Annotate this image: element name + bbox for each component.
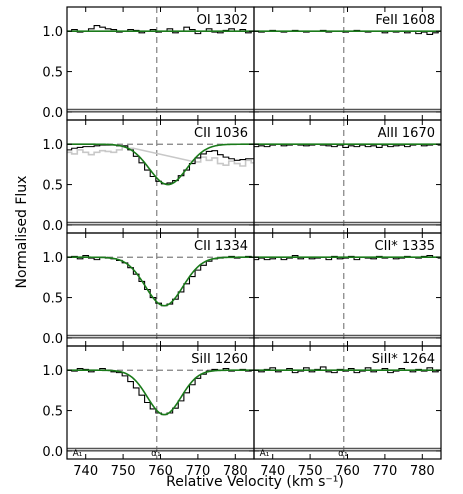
x-tick-label: 760 bbox=[335, 464, 360, 479]
panel-feii-1608: FeII 1608 bbox=[253, 6, 442, 121]
y-tick-label: 0.0 bbox=[42, 445, 63, 460]
ion-label: CII 1334 bbox=[194, 239, 248, 254]
ion-label: FeII 1608 bbox=[375, 13, 435, 28]
plot-area bbox=[67, 120, 254, 233]
plot-area bbox=[67, 233, 254, 346]
x-tick-label: 750 bbox=[111, 464, 136, 479]
y-tick-label: 0.5 bbox=[42, 405, 63, 420]
y-tick-label: 1.0 bbox=[42, 25, 63, 40]
panel-cii-1036: 0.0 0.5 1.0 CII 1036 bbox=[42, 119, 255, 234]
y-tick-label: 0.0 bbox=[42, 106, 63, 121]
x-tick-label: 770 bbox=[372, 464, 397, 479]
flux-spectrum bbox=[67, 368, 254, 416]
x-tick-label: 740 bbox=[260, 464, 285, 479]
panel-oi-1302: 0.0 0.5 1.0 OI 1302 bbox=[42, 6, 255, 121]
component-marker: A₁ bbox=[260, 449, 270, 459]
x-tick-label: 780 bbox=[223, 464, 248, 479]
flux-spectrum bbox=[67, 255, 254, 307]
y-tick-label: 1.0 bbox=[42, 251, 63, 266]
y-tick-label: 1.0 bbox=[42, 138, 63, 153]
y-tick-label: 0.0 bbox=[42, 219, 63, 234]
x-tick-label: 770 bbox=[185, 464, 210, 479]
panel-siii-1260: 0.0 0.5 1.0 740 750 760 770 780 SiII 1260 A₁ α₁ bbox=[42, 345, 255, 479]
ion-label: SiII 1260 bbox=[191, 352, 248, 367]
panel-alii-1670: AlII 1670 bbox=[253, 119, 442, 234]
panel-siii-1264: 740 750 760 770 780 SiII* 1264 A₁ α₁ bbox=[253, 345, 442, 479]
x-tick-label: 750 bbox=[298, 464, 323, 479]
panels-grid: 0.0 0.5 1.0 OI 1302 FeII 1608 0.0 0.5 1.0 CII 10… bbox=[42, 6, 442, 479]
plot-area bbox=[254, 120, 441, 233]
ion-label: OI 1302 bbox=[197, 13, 248, 28]
plot-area bbox=[254, 233, 441, 346]
x-tick-label: 760 bbox=[148, 464, 173, 479]
y-tick-label: 1.0 bbox=[42, 364, 63, 379]
model-profile bbox=[67, 369, 254, 416]
x-tick-label: 780 bbox=[410, 464, 435, 479]
flux-spectrum bbox=[254, 143, 441, 148]
model-profile bbox=[67, 143, 254, 186]
panel-cii-1335: CII* 1335 bbox=[253, 232, 442, 347]
plot-area bbox=[67, 346, 254, 459]
x-tick-label: 740 bbox=[73, 464, 98, 479]
component-marker: A₁ bbox=[73, 449, 83, 459]
component-marker: α₁ bbox=[151, 449, 161, 459]
y-tick-label: 0.5 bbox=[42, 66, 63, 81]
plot-area bbox=[254, 7, 441, 120]
plot-area bbox=[254, 346, 441, 459]
component-marker: α₁ bbox=[338, 449, 348, 459]
x-axis-label: Relative Velocity (km s⁻¹) bbox=[166, 474, 344, 490]
y-axis-label: Normalised Flux bbox=[14, 176, 30, 289]
ion-label: AlII 1670 bbox=[378, 126, 435, 141]
ion-label: CII 1036 bbox=[194, 126, 248, 141]
masked-spectrum bbox=[67, 145, 254, 167]
y-tick-label: 0.5 bbox=[42, 292, 63, 307]
plot-area bbox=[67, 7, 254, 120]
panel-cii-1334: 0.0 0.5 1.0 CII 1334 bbox=[42, 232, 255, 347]
y-tick-label: 0.0 bbox=[42, 332, 63, 347]
model-profile bbox=[67, 256, 254, 307]
y-tick-label: 0.5 bbox=[42, 179, 63, 194]
ion-label: CII* 1335 bbox=[375, 239, 435, 254]
ion-label: SiII* 1264 bbox=[372, 352, 435, 367]
